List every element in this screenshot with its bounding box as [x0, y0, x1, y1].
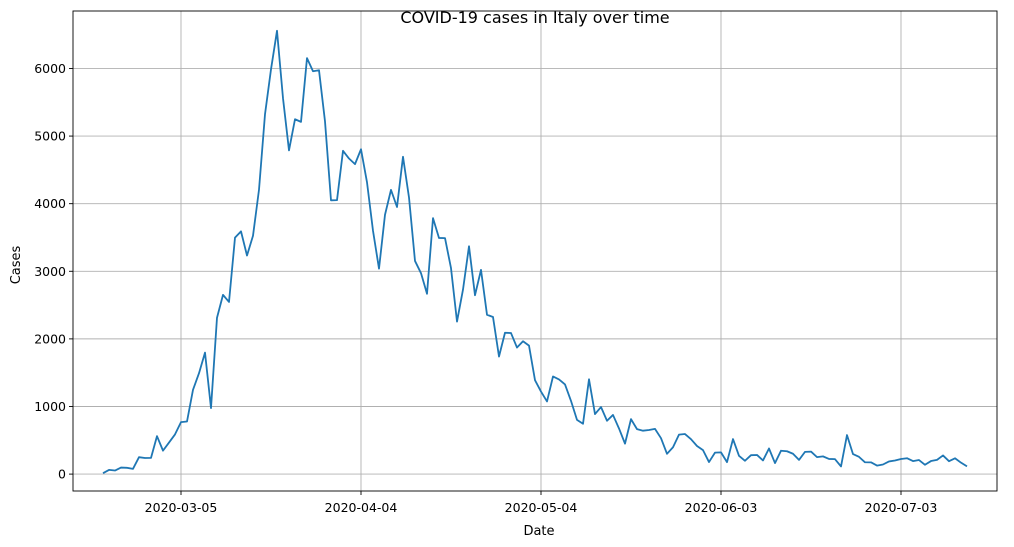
y-tick-label: 6000: [34, 61, 66, 76]
x-axis-label: Date: [523, 524, 554, 539]
grid-layer: [73, 11, 997, 491]
y-tick-label: 5000: [34, 129, 66, 144]
x-tick-label: 2020-05-04: [505, 500, 578, 515]
plot-frame: [72, 10, 998, 492]
x-tick-label: 2020-03-05: [145, 500, 218, 515]
y-axis-label: Cases: [9, 245, 24, 284]
y-tick-label: 2000: [34, 331, 66, 346]
chart-title: COVID-19 cases in Italy over time: [400, 8, 669, 27]
x-tick-label: 2020-04-04: [325, 500, 398, 515]
y-tick-label: 4000: [34, 196, 66, 211]
x-tick-label: 2020-06-03: [685, 500, 758, 515]
y-tick-label: 3000: [34, 264, 66, 279]
y-tick-label: 0: [58, 467, 66, 482]
series-line-cases: [102, 29, 968, 474]
ticks-layer: 2020-03-05 2020-04-04 2020-05-04 2020-06-03…: [34, 61, 937, 515]
x-tick-label: 2020-07-03: [865, 500, 938, 515]
y-tick-label: 1000: [34, 399, 66, 414]
